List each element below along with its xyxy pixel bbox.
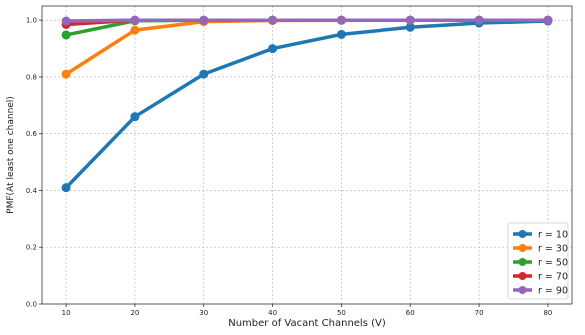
data-point [130, 112, 140, 122]
y-tick-label: 0.4 [26, 187, 38, 195]
y-tick-label: 0.8 [26, 73, 37, 81]
x-axis-label: Number of Vacant Channels (V) [228, 318, 386, 329]
legend-label: r = 70 [538, 272, 568, 283]
data-point [61, 69, 71, 79]
x-tick-label: 40 [268, 309, 277, 317]
x-tick-label: 60 [406, 309, 415, 317]
axis-ticks: 10 20 30 40 50 60 70 80 0.0 0.2 0.4 0.6 0.8 1.0 [26, 17, 553, 317]
data-point [405, 22, 415, 32]
legend-marker [518, 286, 527, 294]
legend: r = 10 r = 30 r = 50 r = 70 r = 90 [507, 222, 569, 300]
data-point [543, 15, 553, 25]
series-group [61, 15, 553, 193]
legend-item: r = 70 [513, 272, 568, 283]
data-point [61, 30, 71, 40]
legend-marker [518, 230, 527, 238]
legend-item: r = 10 [513, 230, 568, 241]
data-point [61, 183, 71, 193]
x-tick-label: 70 [475, 309, 484, 317]
x-tick-label: 80 [543, 309, 552, 317]
x-tick-label: 20 [130, 309, 139, 317]
data-point [268, 44, 278, 54]
data-point [199, 15, 209, 25]
legend-label: r = 30 [538, 244, 568, 255]
y-tick-label: 0.6 [26, 130, 38, 138]
plot-frame [41, 5, 573, 305]
legend-label: r = 90 [538, 286, 568, 297]
legend-box [507, 222, 569, 300]
data-point [199, 69, 209, 79]
legend-marker [518, 258, 527, 266]
legend-marker [518, 244, 527, 252]
legend-item: r = 50 [513, 258, 568, 269]
y-tick-label: 1.0 [26, 17, 37, 25]
series-line [64, 19, 550, 190]
y-tick-label: 0.0 [26, 301, 37, 309]
legend-item: r = 30 [513, 244, 568, 255]
x-tick-label: 30 [199, 309, 208, 317]
data-point [130, 15, 140, 25]
data-point [61, 16, 71, 26]
data-point [336, 29, 346, 39]
data-point [130, 25, 140, 35]
series-line [64, 18, 550, 23]
legend-marker [518, 272, 527, 280]
x-tick-label: 10 [62, 309, 71, 317]
x-tick-label: 50 [337, 309, 346, 317]
y-tick-label: 0.2 [26, 244, 37, 252]
data-point [405, 15, 415, 25]
data-point [268, 15, 278, 25]
data-point [336, 15, 346, 25]
series-5 [61, 15, 553, 26]
y-axis-label: PMF(At least one channel) [6, 96, 16, 214]
legend-item: r = 90 [513, 286, 568, 297]
legend-label: r = 10 [538, 230, 568, 241]
legend-label: r = 50 [538, 258, 568, 269]
grid [42, 6, 572, 305]
data-point [474, 15, 484, 25]
